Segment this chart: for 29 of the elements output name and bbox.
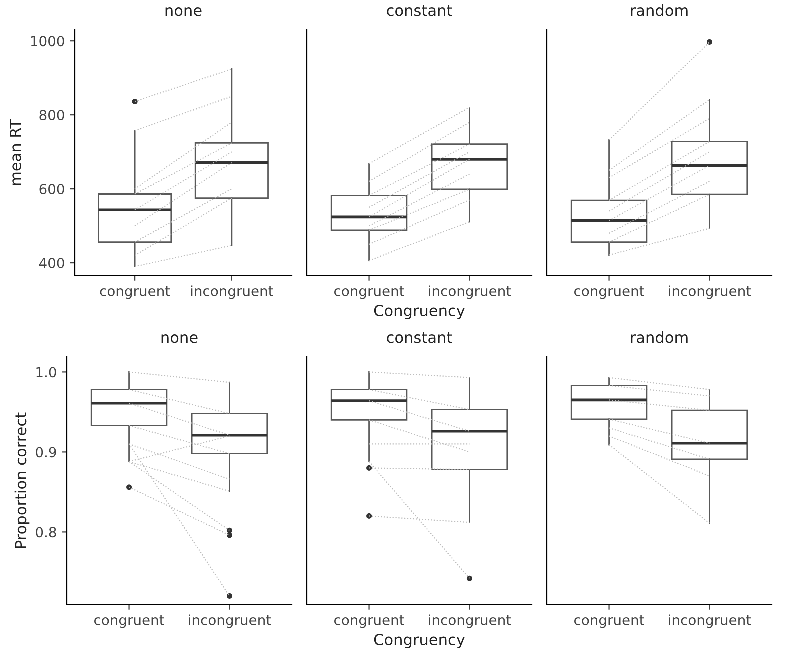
x-tick-label: congruent xyxy=(574,616,644,628)
y-tick-label: 1.0 xyxy=(36,367,56,378)
y-tick-label: 0.8 xyxy=(36,527,56,538)
y-tick-label: 800 xyxy=(40,110,64,121)
x-tick-label: incongruent xyxy=(429,286,512,300)
chart-title: random xyxy=(631,4,688,16)
x-tick-label: congruent xyxy=(100,286,170,300)
chart-title: constant xyxy=(387,5,452,16)
chart-title: constant xyxy=(387,332,452,344)
x-tick-label: incongruent xyxy=(191,286,274,300)
chart-title: none xyxy=(166,8,202,16)
y-tick-label: 0.9 xyxy=(36,447,56,458)
x-axis-title: Congruency xyxy=(374,304,465,320)
x-tick-label: incongruent xyxy=(669,286,752,300)
y-axis-title: mean RT xyxy=(10,119,22,186)
x-axis-title: Congruency xyxy=(374,634,465,649)
chart-title: none xyxy=(162,334,198,344)
y-tick-label: 600 xyxy=(40,184,64,195)
x-tick-label: incongruent xyxy=(189,614,272,628)
x-tick-label: incongruent xyxy=(669,614,752,628)
x-tick-label: congruent xyxy=(574,286,644,300)
y-axis-title: Proportion correct xyxy=(14,412,30,548)
x-tick-label: incongruent xyxy=(429,614,512,628)
x-tick-label: congruent xyxy=(334,616,404,628)
y-tick-label: 1000 xyxy=(31,36,64,47)
y-tick-label: 400 xyxy=(39,258,64,269)
chart-title: random xyxy=(631,332,688,344)
x-tick-label: congruent xyxy=(94,616,164,628)
x-tick-label: congruent xyxy=(334,286,404,300)
